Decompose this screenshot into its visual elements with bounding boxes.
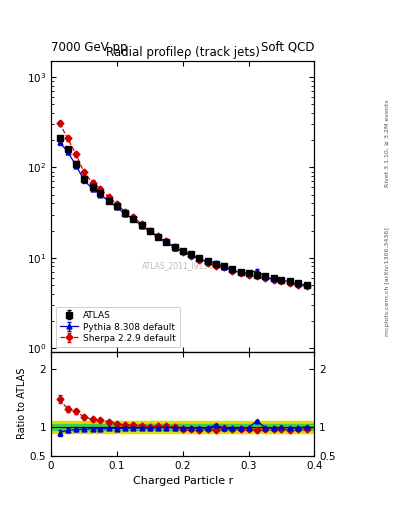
Text: Rivet 3.1.10, ≥ 3.2M events: Rivet 3.1.10, ≥ 3.2M events [385, 99, 389, 187]
Bar [51, 421, 314, 433]
Y-axis label: Ratio to ATLAS: Ratio to ATLAS [17, 368, 27, 439]
Legend: ATLAS, Pythia 8.308 default, Sherpa 2.2.9 default: ATLAS, Pythia 8.308 default, Sherpa 2.2.… [55, 307, 180, 348]
Text: mcplots.cern.ch [arXiv:1306.3436]: mcplots.cern.ch [arXiv:1306.3436] [385, 227, 389, 336]
Text: 7000 GeV pp: 7000 GeV pp [51, 41, 128, 54]
Text: ATLAS_2011_I919017: ATLAS_2011_I919017 [142, 262, 224, 271]
Title: Radial profileρ (track jets): Radial profileρ (track jets) [106, 46, 260, 59]
Bar [51, 424, 314, 430]
Text: Soft QCD: Soft QCD [261, 41, 314, 54]
X-axis label: Charged Particle r: Charged Particle r [132, 476, 233, 486]
